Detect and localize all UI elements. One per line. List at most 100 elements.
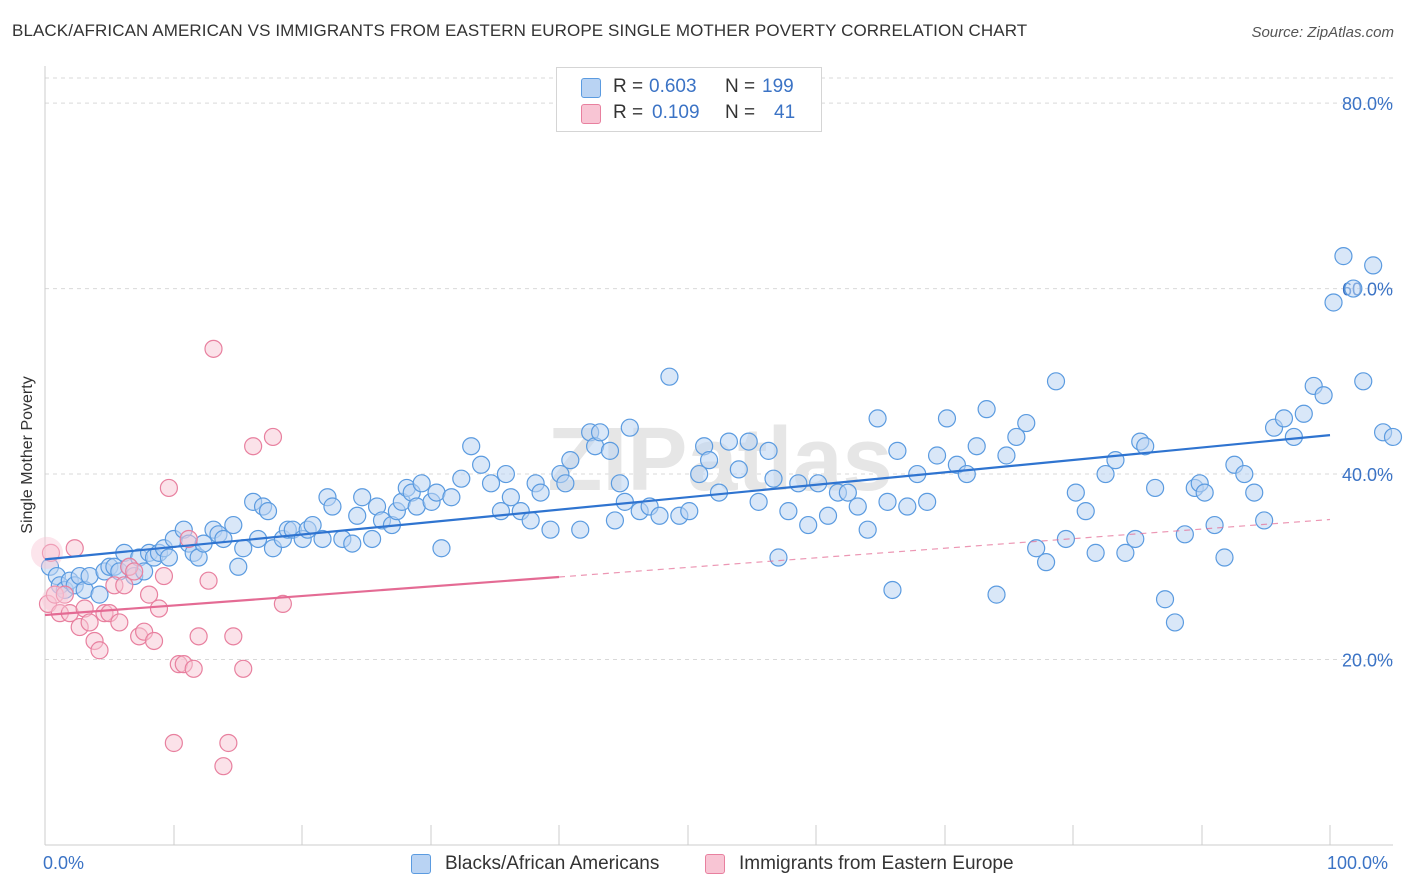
data-point-immigrants (149, 599, 169, 618)
data-point-blacks (1017, 413, 1036, 433)
series-legend: Blacks/African Americans Immigrants from… (0, 851, 1406, 879)
data-point-blacks (868, 409, 887, 428)
data-point-blacks (1007, 427, 1026, 447)
data-point-blacks (501, 488, 520, 507)
legend-r-value: 0.109 (652, 102, 700, 123)
data-point-blacks (650, 506, 669, 525)
data-point-blacks (313, 529, 332, 549)
data-point-blacks (848, 497, 867, 516)
data-point-blacks (1116, 543, 1135, 562)
data-point-immigrants (219, 733, 238, 753)
data-point-blacks (472, 455, 491, 474)
chart-title: BLACK/AFRICAN AMERICAN VS IMMIGRANTS FRO… (12, 21, 1028, 40)
data-point-blacks (937, 409, 957, 428)
data-point-blacks (769, 548, 788, 567)
data-point-blacks (918, 492, 937, 511)
legend-r-label: R = (613, 102, 644, 123)
data-point-immigrants (125, 562, 144, 581)
data-point-blacks (759, 441, 778, 460)
data-point-blacks (779, 502, 798, 521)
data-point-blacks (343, 534, 362, 553)
data-point-immigrants (263, 427, 283, 447)
data-point-blacks (496, 464, 515, 484)
data-point-blacks (561, 451, 580, 470)
data-point-immigrants (234, 659, 253, 678)
data-point-blacks (521, 511, 540, 530)
trend-line-immigrants (44, 575, 560, 617)
data-point-blacks (605, 511, 625, 530)
data-point-blacks (620, 418, 639, 437)
data-point-blacks (590, 423, 610, 442)
data-point-blacks (481, 474, 501, 493)
data-point-blacks (1027, 539, 1046, 558)
data-point-blacks (1245, 483, 1264, 502)
data-point-blacks (1383, 427, 1403, 447)
legend-n-label: N = (725, 76, 756, 97)
data-point-blacks (987, 585, 1006, 604)
data-point-blacks (660, 367, 679, 386)
data-point-immigrants (90, 641, 109, 660)
data-point-blacks (1066, 483, 1085, 502)
y-tick-label: 20.0% (1342, 651, 1393, 671)
data-point-blacks (462, 437, 481, 456)
data-point-immigrants (224, 627, 243, 646)
data-point-blacks (1255, 511, 1274, 530)
data-point-immigrants (65, 539, 84, 558)
data-point-blacks (690, 464, 709, 484)
data-point-blacks (1274, 409, 1294, 428)
x-tick-label-min: 0.0% (43, 853, 85, 873)
data-point-blacks (442, 488, 461, 507)
data-point-blacks (858, 520, 877, 539)
data-point-blacks (556, 474, 575, 493)
data-point-immigrants (179, 529, 198, 549)
legend-swatch-pink (705, 854, 725, 874)
trend-line-immigrants-extrapolated (558, 518, 1331, 578)
data-point-blacks (1036, 553, 1056, 572)
data-point-immigrants (115, 576, 134, 595)
data-point-blacks (977, 400, 996, 419)
data-point-blacks (789, 474, 808, 493)
y-tick-label: 80.0% (1342, 94, 1393, 114)
data-point-blacks (1314, 386, 1333, 405)
data-point-blacks (412, 474, 431, 493)
legend-label: Immigrants from Eastern Europe (739, 853, 1014, 874)
series-immigrants-eastern-europe (30, 339, 292, 776)
data-point-immigrants (80, 613, 99, 632)
data-point-blacks (159, 548, 178, 567)
trend-lines (44, 434, 1331, 617)
legend-n-label: N = (725, 102, 756, 123)
data-point-blacks (1136, 437, 1155, 456)
data-point-blacks (764, 469, 783, 488)
data-point-blacks (1215, 548, 1234, 567)
data-point-blacks (927, 446, 947, 465)
data-point-blacks (1146, 478, 1165, 498)
data-point-blacks (1165, 613, 1185, 632)
data-point-blacks (610, 474, 629, 493)
data-point-blacks (1334, 247, 1353, 266)
data-point-blacks (1086, 543, 1105, 562)
data-point-immigrants (144, 631, 164, 651)
data-point-blacks (1235, 464, 1254, 484)
data-point-blacks (1294, 404, 1313, 423)
data-point-blacks (234, 539, 253, 558)
series-blacks-african-americans (40, 247, 1403, 632)
data-point-blacks (680, 502, 699, 521)
data-point-immigrants (41, 586, 68, 613)
data-point-immigrants (164, 733, 183, 753)
data-point-blacks (1175, 525, 1194, 544)
data-point-blacks (838, 483, 857, 502)
data-point-blacks (1076, 502, 1095, 521)
data-point-blacks (258, 502, 278, 521)
data-point-blacks (224, 515, 243, 535)
data-point-blacks (1195, 483, 1214, 502)
data-point-immigrants (273, 594, 292, 613)
data-point-blacks (1344, 279, 1363, 298)
data-point-immigrants (55, 585, 74, 604)
data-point-immigrants (159, 478, 178, 498)
data-point-blacks (362, 529, 382, 549)
data-point-immigrants (154, 566, 174, 586)
data-point-blacks (600, 441, 620, 460)
data-point-blacks (90, 585, 109, 604)
data-point-immigrants (244, 437, 263, 456)
